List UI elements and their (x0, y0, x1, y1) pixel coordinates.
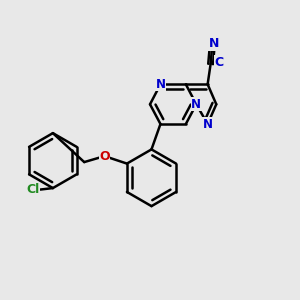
Text: N: N (202, 118, 213, 130)
Text: N: N (208, 37, 219, 50)
Text: Cl: Cl (26, 183, 40, 196)
Text: C: C (214, 56, 224, 69)
Text: N: N (191, 98, 201, 111)
Text: N: N (191, 98, 201, 111)
Text: O: O (99, 150, 110, 163)
Text: N: N (155, 78, 166, 91)
